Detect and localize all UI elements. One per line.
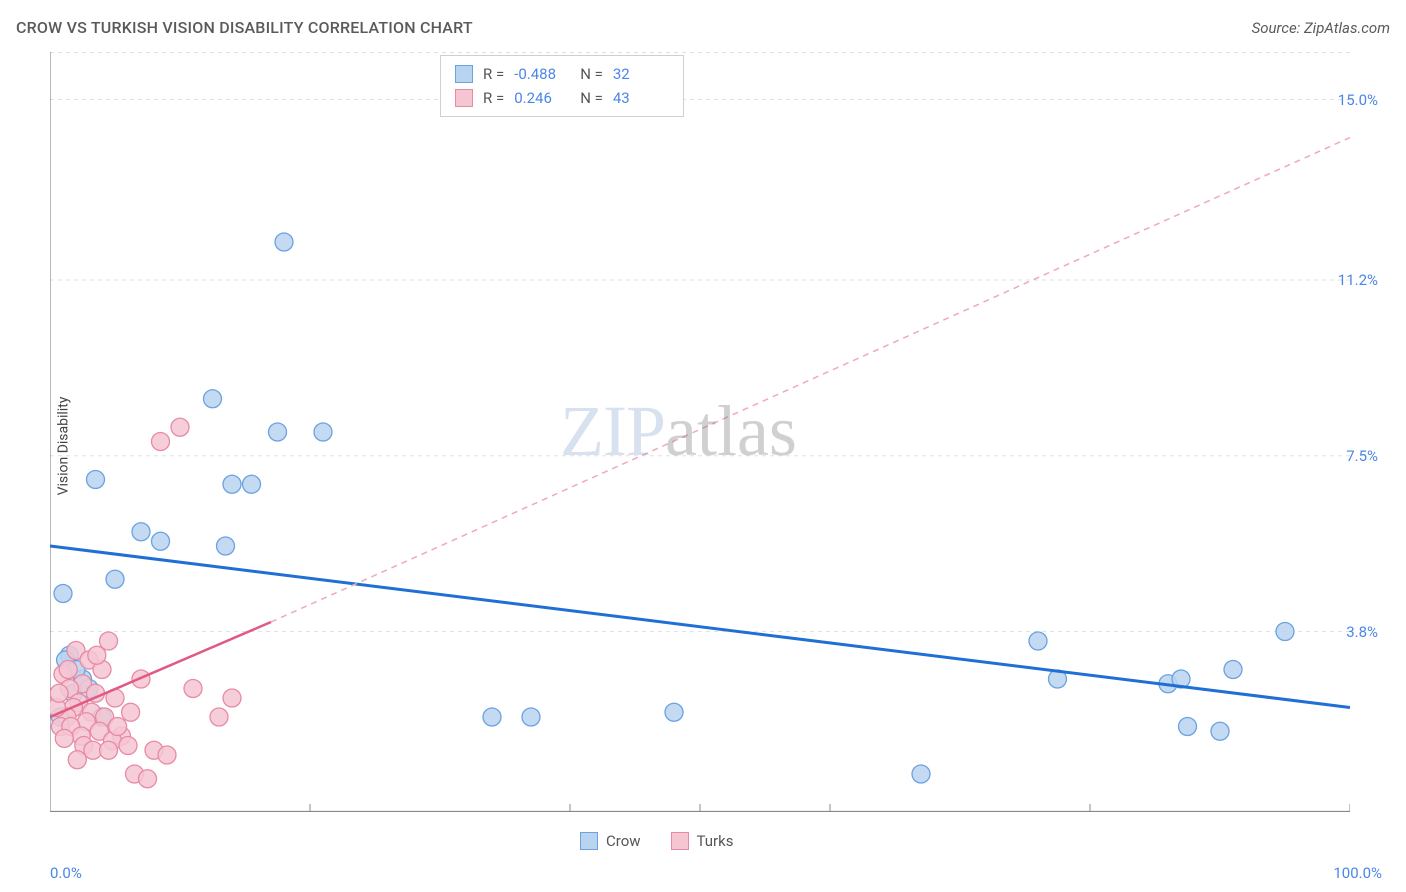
- chart-area: [50, 52, 1350, 812]
- legend-label-crow: Crow: [606, 832, 641, 850]
- n-label: N =: [580, 62, 603, 86]
- legend-item-turks: Turks: [671, 832, 734, 850]
- legend-row-crow: R = -0.488 N = 32: [455, 62, 669, 86]
- legend-correlation: R = -0.488 N = 32 R = 0.246 N = 43: [440, 55, 684, 117]
- chart-title: CROW VS TURKISH VISION DISABILITY CORREL…: [16, 18, 473, 37]
- swatch-turks: [671, 832, 689, 850]
- r-value-crow: -0.488: [514, 62, 570, 86]
- swatch-crow: [580, 832, 598, 850]
- n-value-turks: 43: [613, 86, 669, 110]
- legend-item-crow: Crow: [580, 832, 641, 850]
- y-tick-label: 11.2%: [1338, 271, 1378, 289]
- y-tick-label: 7.5%: [1346, 447, 1378, 465]
- y-tick-label: 15.0%: [1338, 91, 1378, 109]
- r-value-turks: 0.246: [514, 86, 570, 110]
- swatch-crow: [455, 65, 473, 83]
- legend-row-turks: R = 0.246 N = 43: [455, 86, 669, 110]
- x-axis-max-label: 100.0%: [1333, 864, 1382, 882]
- swatch-turks: [455, 89, 473, 107]
- y-tick-label: 3.8%: [1346, 623, 1378, 641]
- n-value-crow: 32: [613, 62, 669, 86]
- scatter-plot: [50, 52, 1350, 812]
- chart-header: CROW VS TURKISH VISION DISABILITY CORREL…: [16, 18, 1390, 37]
- r-label: R =: [483, 86, 504, 110]
- legend-label-turks: Turks: [697, 832, 734, 850]
- chart-source: Source: ZipAtlas.com: [1252, 19, 1390, 37]
- r-label: R =: [483, 62, 504, 86]
- legend-series: Crow Turks: [580, 832, 733, 850]
- n-label: N =: [580, 86, 603, 110]
- x-axis-min-label: 0.0%: [50, 864, 82, 882]
